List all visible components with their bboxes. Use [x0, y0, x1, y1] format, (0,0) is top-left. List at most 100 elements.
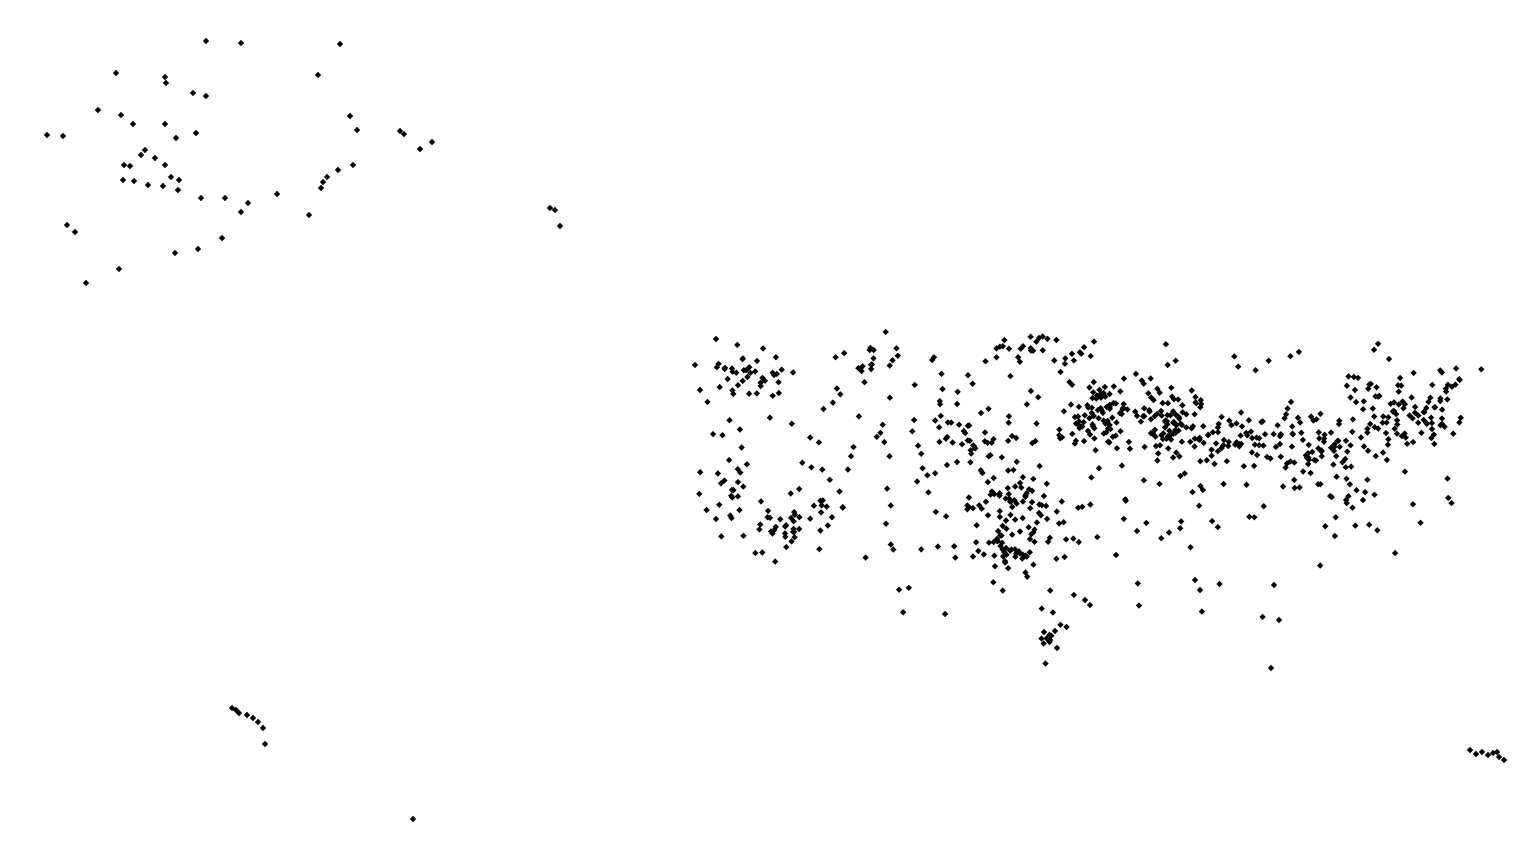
- map-point-marker[interactable]: [1008, 432, 1016, 440]
- map-point-marker[interactable]: [949, 439, 956, 446]
- map-point-marker[interactable]: [1401, 468, 1409, 475]
- map-point-marker[interactable]: [791, 534, 798, 541]
- map-point-marker[interactable]: [788, 420, 795, 427]
- map-point-marker[interactable]: [991, 552, 998, 559]
- map-point-marker[interactable]: [1410, 369, 1417, 377]
- map-point-marker[interactable]: [1100, 391, 1107, 398]
- map-point-marker[interactable]: [1174, 413, 1182, 420]
- map-point-marker[interactable]: [1132, 408, 1139, 415]
- map-point-marker[interactable]: [1033, 519, 1041, 526]
- map-point-marker[interactable]: [746, 364, 753, 371]
- map-point-marker[interactable]: [829, 399, 837, 406]
- map-point-marker[interactable]: [1016, 479, 1024, 487]
- map-point-marker[interactable]: [824, 522, 831, 529]
- map-point-marker[interactable]: [738, 444, 745, 451]
- map-point-marker[interactable]: [929, 356, 936, 364]
- map-point-marker[interactable]: [1343, 475, 1350, 482]
- map-point-marker[interactable]: [1349, 428, 1356, 435]
- map-point-marker[interactable]: [836, 488, 843, 495]
- map-point-marker[interactable]: [756, 526, 763, 533]
- map-point-marker[interactable]: [1043, 635, 1050, 642]
- map-point-marker[interactable]: [704, 398, 711, 406]
- map-point-marker[interactable]: [172, 134, 180, 142]
- map-point-marker[interactable]: [1452, 365, 1460, 372]
- map-point-marker[interactable]: [778, 366, 785, 373]
- map-point-marker[interactable]: [1420, 416, 1427, 424]
- map-point-marker[interactable]: [1379, 419, 1386, 426]
- map-point-marker[interactable]: [964, 506, 971, 513]
- map-point-marker[interactable]: [1005, 345, 1013, 352]
- map-point-marker[interactable]: [967, 459, 974, 466]
- map-point-marker[interactable]: [1265, 357, 1272, 364]
- map-point-marker[interactable]: [1394, 382, 1402, 389]
- map-point-marker[interactable]: [1001, 548, 1008, 556]
- map-point-marker[interactable]: [943, 461, 951, 469]
- map-point-marker[interactable]: [1228, 421, 1235, 429]
- map-point-marker[interactable]: [323, 173, 331, 181]
- map-point-marker[interactable]: [918, 450, 925, 457]
- map-point-marker[interactable]: [1204, 432, 1212, 439]
- map-point-marker[interactable]: [1297, 419, 1304, 426]
- map-point-marker[interactable]: [1353, 487, 1360, 494]
- map-point-marker[interactable]: [787, 514, 795, 522]
- map-point-marker[interactable]: [192, 129, 200, 137]
- map-point-marker[interactable]: [1012, 516, 1019, 523]
- map-point-marker[interactable]: [1385, 436, 1392, 443]
- map-point-marker[interactable]: [1383, 419, 1390, 426]
- map-point-marker[interactable]: [799, 459, 806, 466]
- map-point-marker[interactable]: [1150, 396, 1157, 404]
- map-point-marker[interactable]: [757, 521, 764, 528]
- map-point-marker[interactable]: [1154, 385, 1161, 392]
- map-point-marker[interactable]: [1113, 445, 1121, 452]
- map-point-marker[interactable]: [870, 346, 877, 354]
- map-point-marker[interactable]: [1189, 488, 1196, 496]
- map-point-marker[interactable]: [1336, 417, 1343, 424]
- map-point-marker[interactable]: [1012, 553, 1019, 560]
- map-point-marker[interactable]: [1408, 394, 1415, 401]
- map-point-marker[interactable]: [895, 586, 903, 593]
- map-point-marker[interactable]: [714, 470, 722, 477]
- map-point-marker[interactable]: [1333, 453, 1340, 460]
- map-point-marker[interactable]: [1058, 498, 1065, 505]
- map-point-marker[interactable]: [1177, 472, 1184, 480]
- map-point-marker[interactable]: [730, 390, 737, 398]
- map-point-marker[interactable]: [1231, 441, 1239, 448]
- map-point-marker[interactable]: [1145, 390, 1152, 397]
- map-point-marker[interactable]: [1305, 456, 1313, 464]
- map-point-marker[interactable]: [1372, 393, 1379, 400]
- map-point-marker[interactable]: [1012, 483, 1019, 490]
- map-point-marker[interactable]: [990, 538, 997, 546]
- map-point-marker[interactable]: [727, 512, 734, 519]
- map-point-marker[interactable]: [721, 365, 728, 373]
- map-point-marker[interactable]: [747, 369, 754, 377]
- map-point-marker[interactable]: [1367, 420, 1374, 428]
- map-point-marker[interactable]: [818, 502, 825, 509]
- map-point-marker[interactable]: [1061, 360, 1069, 367]
- map-point-marker[interactable]: [740, 532, 747, 539]
- map-point-marker[interactable]: [1075, 403, 1083, 410]
- map-point-marker[interactable]: [1260, 442, 1267, 449]
- map-point-marker[interactable]: [1251, 514, 1258, 521]
- map-point-marker[interactable]: [1087, 501, 1094, 508]
- map-point-marker[interactable]: [334, 166, 342, 174]
- map-point-marker[interactable]: [194, 245, 202, 253]
- map-point-marker[interactable]: [973, 522, 980, 529]
- map-point-marker[interactable]: [1393, 417, 1401, 424]
- map-point-marker[interactable]: [1250, 462, 1258, 470]
- map-point-marker[interactable]: [719, 432, 726, 439]
- map-point-marker[interactable]: [1025, 486, 1033, 493]
- map-point-marker[interactable]: [1112, 432, 1119, 439]
- map-point-marker[interactable]: [1177, 420, 1184, 427]
- map-point-marker[interactable]: [764, 514, 771, 521]
- map-point-marker[interactable]: [151, 154, 159, 162]
- map-point-marker[interactable]: [1431, 404, 1439, 411]
- map-point-marker[interactable]: [1238, 440, 1245, 448]
- map-point-marker[interactable]: [1428, 419, 1436, 427]
- map-point-marker[interactable]: [1090, 338, 1098, 345]
- map-point-marker[interactable]: [1031, 538, 1038, 545]
- map-point-marker[interactable]: [1095, 465, 1103, 472]
- map-point-marker[interactable]: [115, 265, 123, 273]
- map-point-marker[interactable]: [975, 547, 982, 555]
- map-point-marker[interactable]: [1274, 422, 1281, 429]
- map-point-marker[interactable]: [1088, 409, 1095, 417]
